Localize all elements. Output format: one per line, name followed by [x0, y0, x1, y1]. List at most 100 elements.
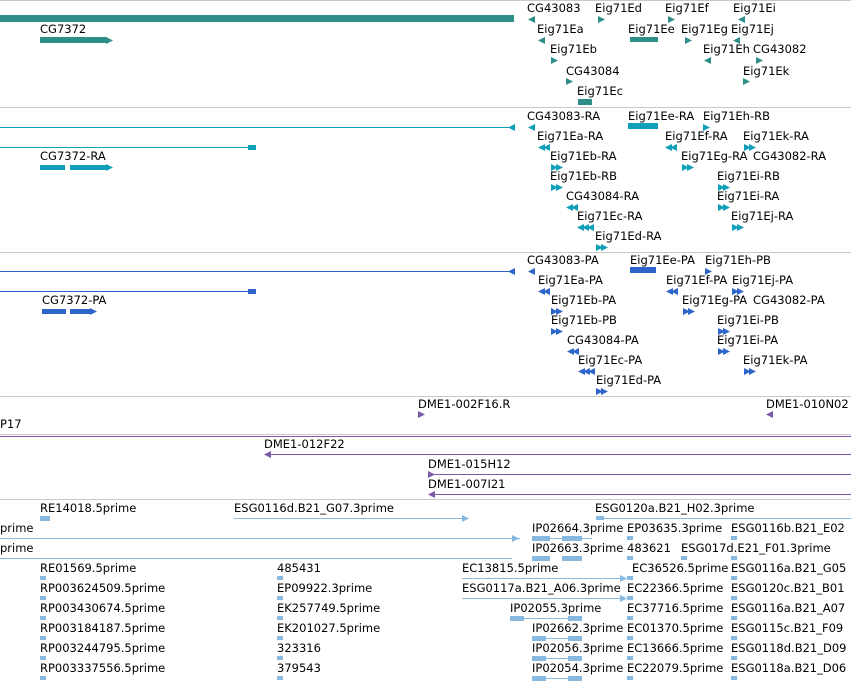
feature-label[interactable]: CG43082: [753, 42, 807, 56]
feature-label[interactable]: ESG0117a.B21_A06.3prime: [462, 581, 621, 595]
feature-label[interactable]: Eig71Eg-PA: [682, 293, 748, 307]
feature-label[interactable]: DME1-015H12: [428, 457, 511, 471]
feature-label[interactable]: Eig71Ea: [537, 22, 584, 36]
feature-label[interactable]: RP003624509.5prime: [40, 581, 166, 595]
feature-line[interactable]: [462, 578, 622, 579]
feature-line[interactable]: [532, 638, 582, 639]
feature-label[interactable]: prime: [0, 521, 34, 535]
feature-label[interactable]: Eig71Ed: [595, 1, 642, 15]
feature-label[interactable]: DME1-007I21: [428, 477, 506, 491]
feature-label[interactable]: 323316: [277, 641, 321, 655]
feature-label[interactable]: Eig71Ee-RA: [628, 109, 695, 123]
feature-block[interactable]: [628, 123, 658, 129]
feature-label[interactable]: Eig71Ek-PA: [743, 353, 808, 367]
feature-label[interactable]: RP003430674.5prime: [40, 601, 166, 615]
feature-label[interactable]: CG43082-RA: [753, 149, 827, 163]
feature-label[interactable]: ESG0120c.B21_B01: [731, 581, 845, 595]
feature-label[interactable]: CG43084-PA: [567, 333, 639, 347]
feature-label[interactable]: CG7372: [40, 22, 87, 36]
feature-line[interactable]: [462, 598, 622, 599]
feature-label[interactable]: ESG0116d.B21_G07.3prime: [234, 501, 394, 515]
feature-label[interactable]: ESG017d.E21_F01.3prime: [681, 541, 831, 555]
feature-label[interactable]: CG43084: [566, 64, 620, 78]
feature-label[interactable]: Eig71Ed-RA: [595, 229, 662, 243]
feature-label[interactable]: CG43083: [527, 1, 581, 15]
feature-line[interactable]: [0, 538, 520, 539]
feature-label[interactable]: EC22366.5prime: [627, 581, 724, 595]
feature-label[interactable]: Eig71Ei-PA: [717, 333, 779, 347]
feature-label[interactable]: Eig71Ee-PA: [630, 253, 695, 267]
feature-block[interactable]: [568, 676, 582, 681]
feature-label[interactable]: EC13666.5prime: [627, 641, 724, 655]
feature-label[interactable]: EK257749.5prime: [277, 601, 381, 615]
feature-label[interactable]: Eig71Ej-RA: [731, 209, 794, 223]
feature-label[interactable]: CG43083-PA: [527, 253, 599, 267]
gene-bar[interactable]: [0, 15, 514, 22]
feature-block[interactable]: [568, 656, 582, 661]
feature-label[interactable]: Eig71Ei-RB: [717, 169, 780, 183]
feature-label[interactable]: IP02662.3prime: [532, 621, 624, 635]
feature-label[interactable]: DME1-010N02: [766, 397, 849, 411]
feature-line[interactable]: [600, 518, 851, 519]
feature-block[interactable]: [40, 636, 46, 640]
feature-block[interactable]: [627, 636, 633, 640]
feature-label[interactable]: 485431: [277, 561, 321, 575]
feature-block[interactable]: [627, 656, 633, 660]
feature-block[interactable]: [277, 596, 283, 600]
feature-block[interactable]: [277, 576, 283, 580]
feature-block[interactable]: [731, 636, 737, 640]
feature-label[interactable]: Eig71Eg: [681, 22, 728, 36]
feature-label[interactable]: DME1-002F16.R: [418, 397, 511, 411]
feature-label[interactable]: P17: [0, 417, 22, 431]
feature-block[interactable]: [70, 165, 108, 170]
feature-label[interactable]: ESG0116a.B21_G05: [731, 561, 847, 575]
feature-block[interactable]: [627, 576, 633, 580]
feature-block[interactable]: [248, 145, 256, 150]
feature-label[interactable]: RP003184187.5prime: [40, 621, 166, 635]
feature-block[interactable]: [277, 676, 283, 680]
feature-label[interactable]: Eig71Ec-RA: [577, 209, 643, 223]
feature-line[interactable]: [0, 271, 510, 272]
feature-block[interactable]: [277, 616, 283, 620]
feature-block[interactable]: [277, 636, 283, 640]
feature-label[interactable]: Eig71Ec-PA: [578, 353, 643, 367]
feature-block[interactable]: [627, 616, 633, 620]
feature-block[interactable]: [731, 536, 737, 540]
feature-block[interactable]: [627, 536, 633, 540]
feature-label[interactable]: DME1-012F22: [264, 437, 345, 451]
feature-label[interactable]: Eig71Ee: [628, 22, 675, 36]
feature-line[interactable]: [0, 436, 851, 437]
feature-label[interactable]: ESG0120a.B21_H02.3prime: [595, 501, 755, 515]
feature-label[interactable]: IP02663.3prime: [532, 541, 624, 555]
feature-block[interactable]: [681, 556, 687, 560]
feature-block[interactable]: [562, 556, 582, 561]
feature-line[interactable]: [532, 538, 592, 539]
feature-label[interactable]: EK201027.5prime: [277, 621, 381, 635]
feature-label[interactable]: CG43082-PA: [753, 293, 825, 307]
feature-label[interactable]: ESG0115c.B21_F09: [731, 621, 844, 635]
feature-label[interactable]: Eig71Eb-PB: [551, 313, 617, 327]
feature-label[interactable]: Eig71Ef: [665, 1, 709, 15]
feature-label[interactable]: RE01569.5prime: [40, 561, 137, 575]
feature-label[interactable]: Eig71Eb-PA: [551, 293, 617, 307]
feature-line[interactable]: [234, 518, 464, 519]
feature-line[interactable]: [510, 618, 580, 619]
feature-label[interactable]: ESG0118d.B21_D09: [731, 641, 847, 655]
feature-block[interactable]: [731, 656, 737, 660]
feature-line[interactable]: [0, 127, 510, 128]
feature-label[interactable]: RP003244795.5prime: [40, 641, 166, 655]
feature-block[interactable]: [627, 596, 633, 600]
feature-block[interactable]: [40, 576, 46, 580]
feature-label[interactable]: EC22079.5prime: [627, 661, 724, 675]
feature-block[interactable]: [568, 616, 582, 621]
feature-label[interactable]: Eig71Ej: [731, 22, 774, 36]
feature-block[interactable]: [40, 676, 46, 680]
feature-block[interactable]: [731, 576, 737, 580]
feature-block[interactable]: [40, 596, 46, 600]
feature-block[interactable]: [42, 309, 66, 314]
feature-label[interactable]: 379543: [277, 661, 321, 675]
feature-line[interactable]: [270, 454, 851, 455]
feature-label[interactable]: ESG0116a.B21_A07: [731, 601, 846, 615]
feature-block[interactable]: [40, 656, 46, 660]
feature-label[interactable]: Eig71Eg-RA: [681, 149, 748, 163]
